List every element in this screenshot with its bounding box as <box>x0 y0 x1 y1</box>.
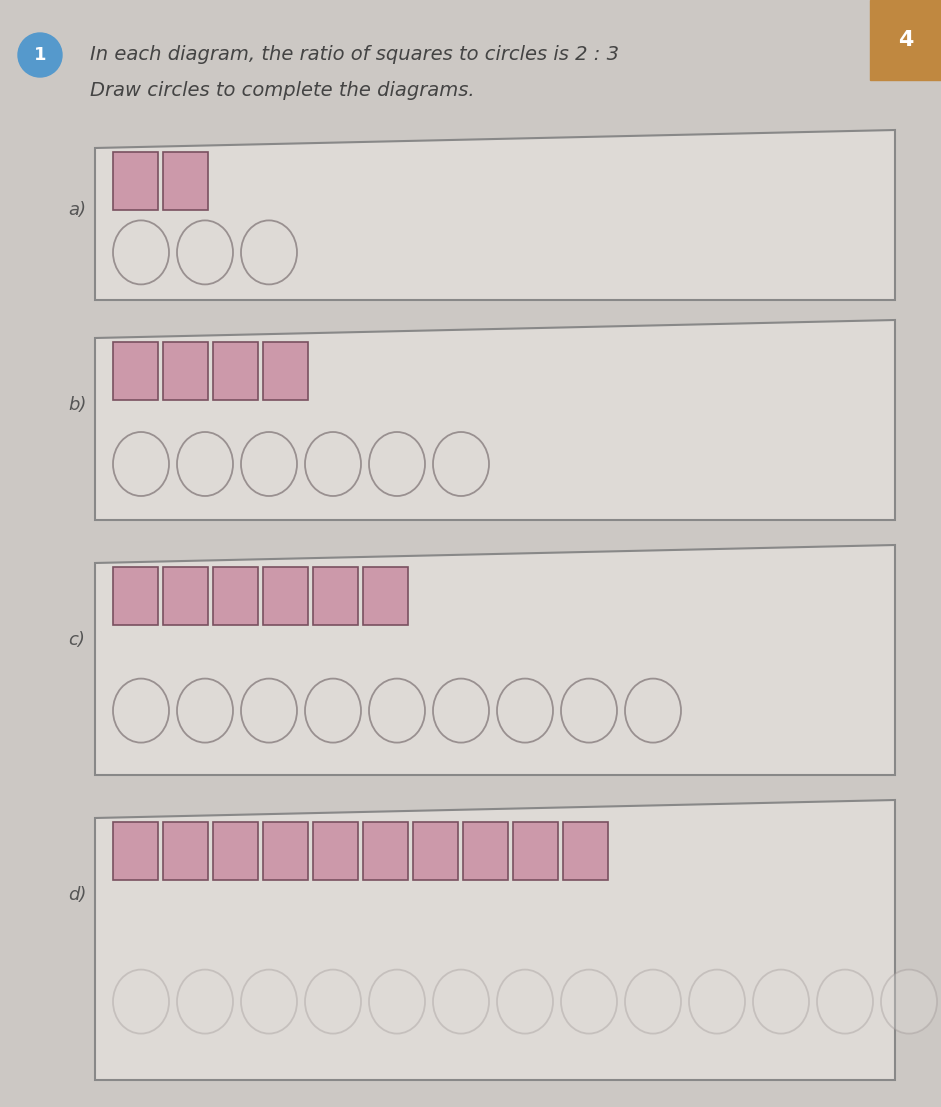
Bar <box>263 823 308 880</box>
Bar <box>563 823 608 880</box>
Bar <box>213 823 258 880</box>
Ellipse shape <box>433 432 489 496</box>
Bar <box>363 823 408 880</box>
Circle shape <box>18 33 62 77</box>
Polygon shape <box>870 0 941 80</box>
Bar <box>363 567 408 625</box>
Ellipse shape <box>241 220 297 284</box>
Ellipse shape <box>241 432 297 496</box>
Text: c): c) <box>68 631 85 649</box>
Ellipse shape <box>113 679 169 743</box>
Ellipse shape <box>433 970 489 1034</box>
Ellipse shape <box>433 679 489 743</box>
Bar <box>113 567 158 625</box>
Ellipse shape <box>177 679 233 743</box>
Ellipse shape <box>625 679 681 743</box>
Ellipse shape <box>625 970 681 1034</box>
Ellipse shape <box>241 679 297 743</box>
Bar <box>213 567 258 625</box>
Ellipse shape <box>497 679 553 743</box>
Text: In each diagram, the ratio of squares to circles is 2 : 3: In each diagram, the ratio of squares to… <box>90 45 619 64</box>
Ellipse shape <box>369 432 425 496</box>
Ellipse shape <box>241 970 297 1034</box>
Ellipse shape <box>689 970 745 1034</box>
Text: d): d) <box>68 886 87 904</box>
Bar <box>163 823 208 880</box>
Bar <box>463 823 508 880</box>
Polygon shape <box>95 130 895 300</box>
Text: a): a) <box>68 201 86 219</box>
Ellipse shape <box>177 220 233 284</box>
Ellipse shape <box>113 970 169 1034</box>
Ellipse shape <box>305 432 361 496</box>
Text: b): b) <box>68 396 87 414</box>
Bar <box>163 567 208 625</box>
Text: 4: 4 <box>899 30 914 50</box>
Ellipse shape <box>113 432 169 496</box>
Ellipse shape <box>305 679 361 743</box>
Text: 1: 1 <box>34 46 46 64</box>
Ellipse shape <box>881 970 937 1034</box>
Ellipse shape <box>369 679 425 743</box>
Bar <box>113 152 158 210</box>
Bar <box>163 152 208 210</box>
Bar <box>113 342 158 400</box>
Ellipse shape <box>113 220 169 284</box>
Ellipse shape <box>305 970 361 1034</box>
Polygon shape <box>95 545 895 775</box>
Ellipse shape <box>369 970 425 1034</box>
Bar <box>213 342 258 400</box>
Bar <box>413 823 458 880</box>
Polygon shape <box>95 320 895 520</box>
Text: Draw circles to complete the diagrams.: Draw circles to complete the diagrams. <box>90 81 474 100</box>
Ellipse shape <box>497 970 553 1034</box>
Ellipse shape <box>753 970 809 1034</box>
Bar <box>163 342 208 400</box>
Ellipse shape <box>177 970 233 1034</box>
Bar <box>513 823 558 880</box>
Bar <box>263 567 308 625</box>
Bar <box>313 567 358 625</box>
Ellipse shape <box>561 679 617 743</box>
Bar <box>113 823 158 880</box>
Ellipse shape <box>817 970 873 1034</box>
Ellipse shape <box>177 432 233 496</box>
Bar <box>313 823 358 880</box>
Polygon shape <box>95 800 895 1080</box>
Ellipse shape <box>561 970 617 1034</box>
Bar <box>263 342 308 400</box>
